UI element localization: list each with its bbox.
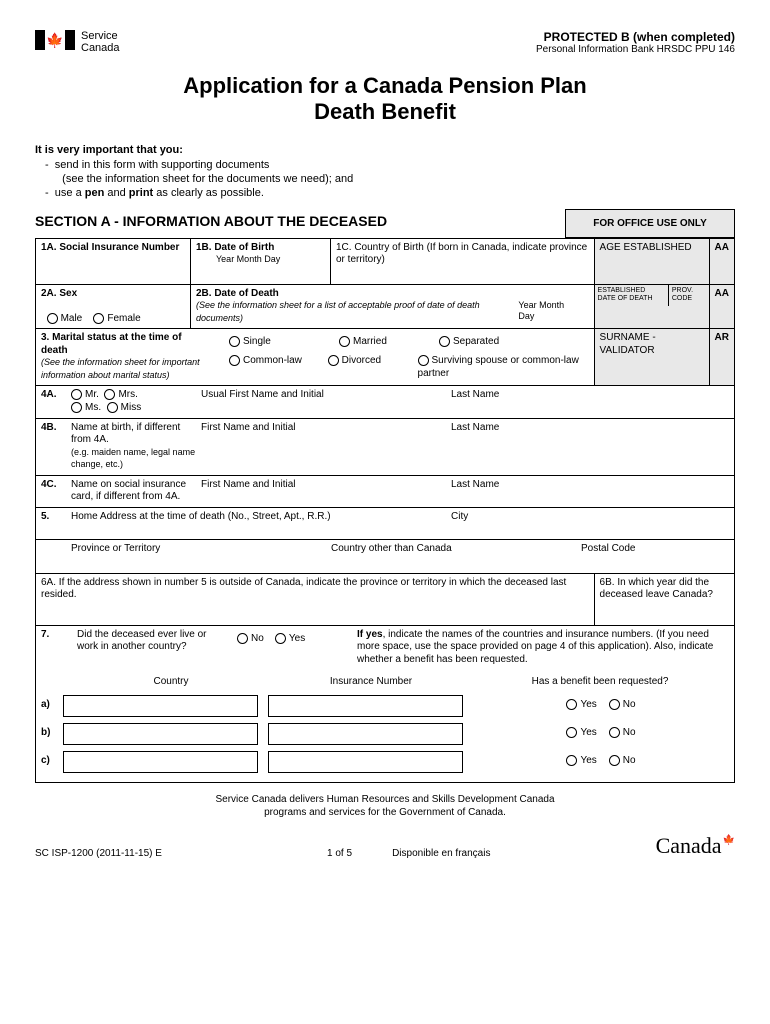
- field-2a[interactable]: 2A. Sex Male Female: [36, 284, 191, 329]
- radio-c-yes[interactable]: [566, 755, 577, 766]
- header-left: 🍁 Service Canada: [35, 30, 120, 54]
- field-4b[interactable]: 4B. Name at birth, if different from 4A.…: [36, 418, 735, 475]
- field-5[interactable]: 5. Home Address at the time of death (No…: [36, 507, 735, 573]
- radio-a-yes[interactable]: [566, 699, 577, 710]
- agency-name: Service Canada: [81, 30, 120, 54]
- office-death: ESTABLISHED DATE OF DEATH PROV. CODE: [594, 284, 709, 329]
- intro-item: - send in this form with supporting docu…: [41, 158, 735, 187]
- radio-ms[interactable]: [71, 402, 82, 413]
- intro-head: It is very important that you:: [35, 144, 735, 156]
- field-4c[interactable]: 4C. Name on social insurance card, if di…: [36, 475, 735, 507]
- radio-single[interactable]: [229, 336, 240, 347]
- header-right: PROTECTED B (when completed) Personal In…: [536, 30, 735, 55]
- footer-bottom: SC ISP-1200 (2011-11-15) E 1 of 5 Dispon…: [35, 833, 735, 859]
- country-row-a[interactable]: a) Yes No: [41, 695, 729, 717]
- radio-7-yes[interactable]: [275, 633, 286, 644]
- country-row-c[interactable]: c) Yes No: [41, 751, 729, 773]
- radio-c-no[interactable]: [609, 755, 620, 766]
- radio-miss[interactable]: [107, 402, 118, 413]
- intro: It is very important that you: - send in…: [35, 144, 735, 201]
- office-surname: SURNAME - VALIDATOR: [594, 329, 709, 386]
- section-a-title: SECTION A - INFORMATION ABOUT THE DECEAS…: [35, 209, 565, 238]
- french-available: Disponible en français: [392, 848, 490, 859]
- field-1c[interactable]: 1C. Country of Birth (If born in Canada,…: [331, 238, 595, 284]
- field-3[interactable]: 3. Marital status at the time of death (…: [36, 329, 595, 386]
- form-number: SC ISP-1200 (2011-11-15) E: [35, 848, 162, 859]
- field-2b[interactable]: 2B. Date of Death (See the information s…: [191, 284, 595, 329]
- radio-mrs[interactable]: [104, 389, 115, 400]
- section-header-row: SECTION A - INFORMATION ABOUT THE DECEAS…: [35, 209, 735, 238]
- form-table: 1A. Social Insurance Number 1B. Date of …: [35, 238, 735, 783]
- protected-label: PROTECTED B (when completed): [536, 30, 735, 44]
- header: 🍁 Service Canada PROTECTED B (when compl…: [35, 30, 735, 55]
- field-6a[interactable]: 6A. If the address shown in number 5 is …: [36, 573, 595, 625]
- field-1a[interactable]: 1A. Social Insurance Number: [36, 238, 191, 284]
- radio-common[interactable]: [229, 355, 240, 366]
- radio-7-no[interactable]: [237, 633, 248, 644]
- radio-divorced[interactable]: [328, 355, 339, 366]
- radio-a-no[interactable]: [609, 699, 620, 710]
- country-row-b[interactable]: b) Yes No: [41, 723, 729, 745]
- radio-b-yes[interactable]: [566, 727, 577, 738]
- office-code-ar: AR: [709, 329, 734, 386]
- canada-flag-icon: 🍁: [35, 30, 75, 50]
- radio-surviving[interactable]: [418, 355, 429, 366]
- radio-married[interactable]: [339, 336, 350, 347]
- field-4a[interactable]: 4A. Mr. Mrs. Ms. Miss Usual First Name a…: [36, 386, 735, 418]
- radio-mr[interactable]: [71, 389, 82, 400]
- radio-male[interactable]: [47, 313, 58, 324]
- form-title: Application for a Canada Pension PlanDea…: [35, 73, 735, 126]
- office-code-aa: AA: [709, 238, 734, 284]
- field-6b[interactable]: 6B. In which year did the deceased leave…: [594, 573, 734, 625]
- office-age: AGE ESTABLISHED: [594, 238, 709, 284]
- pib-label: Personal Information Bank HRSDC PPU 146: [536, 44, 735, 55]
- form-page: 🍁 Service Canada PROTECTED B (when compl…: [0, 0, 770, 879]
- office-use-only: FOR OFFICE USE ONLY: [565, 209, 735, 238]
- canada-wordmark: Canada🍁: [656, 833, 735, 859]
- footer-text: Service Canada delivers Human Resources …: [35, 793, 735, 819]
- office-code-aa2: AA: [709, 284, 734, 329]
- page-number: 1 of 5: [327, 848, 352, 859]
- radio-female[interactable]: [93, 313, 104, 324]
- field-7[interactable]: 7. Did the deceased ever live or work in…: [36, 625, 735, 782]
- intro-item: - use a pen and print as clearly as poss…: [41, 186, 735, 200]
- field-1b[interactable]: 1B. Date of Birth Year Month Day: [191, 238, 331, 284]
- radio-b-no[interactable]: [609, 727, 620, 738]
- radio-separated[interactable]: [439, 336, 450, 347]
